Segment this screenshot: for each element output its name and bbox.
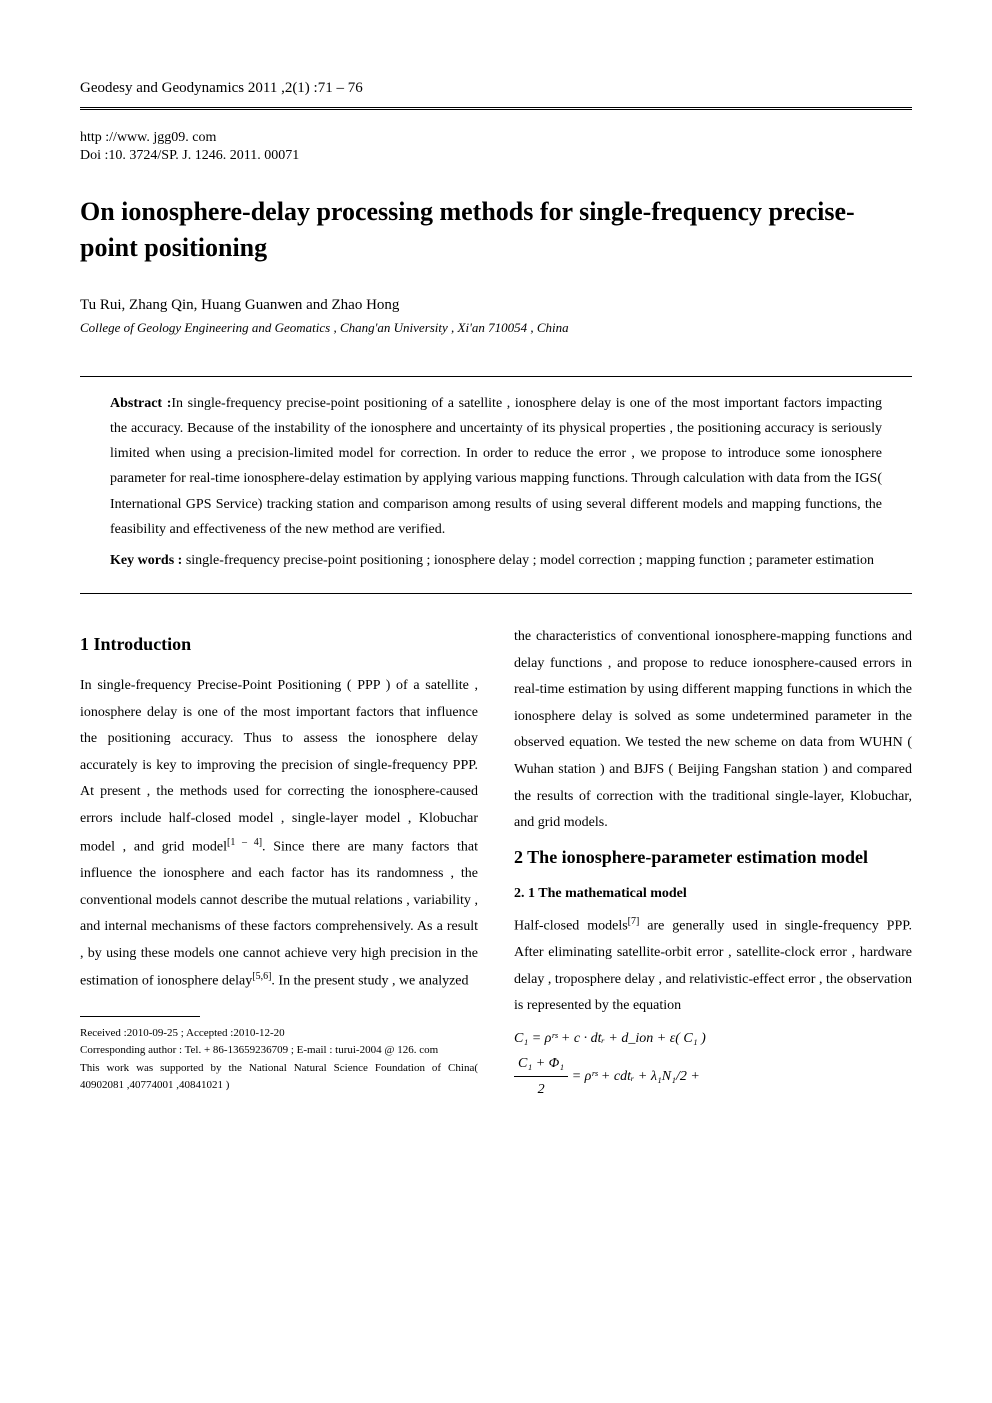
section-2-heading: 2 The ionosphere-parameter estimation mo… bbox=[514, 847, 912, 868]
equation-line-1: C₁ = ρʳˢ + c · dtᵣ + d_ion + ε( C₁ ) bbox=[514, 1026, 912, 1051]
two-column-body: 1 Introduction In single-frequency Preci… bbox=[80, 624, 912, 1102]
keywords: Key words : single-frequency precise-poi… bbox=[110, 548, 882, 573]
equation-fraction: C₁ + Φ₁ 2 bbox=[514, 1051, 568, 1102]
left-column: 1 Introduction In single-frequency Preci… bbox=[80, 624, 478, 1102]
paper-title: On ionosphere-delay processing methods f… bbox=[80, 194, 912, 267]
abstract-label: Abstract : bbox=[110, 396, 171, 411]
section-2-1-heading: 2. 1 The mathematical model bbox=[514, 886, 912, 902]
sec21-text-1: Half-closed models bbox=[514, 919, 628, 934]
journal-header: Geodesy and Geodynamics 2011 ,2(1) :71 –… bbox=[80, 80, 912, 97]
section-2-1-paragraph: Half-closed models[7] are generally used… bbox=[514, 912, 912, 1020]
fraction-denominator: 2 bbox=[514, 1077, 568, 1102]
intro-paragraph-continued: the characteristics of conventional iono… bbox=[514, 624, 912, 837]
section-1-heading: 1 Introduction bbox=[80, 634, 478, 655]
footnote-support: This work was supported by the National … bbox=[80, 1060, 478, 1095]
abstract-body: In single-frequency precise-point positi… bbox=[110, 396, 882, 537]
intro-text-2: . Since there are many factors that infl… bbox=[80, 839, 478, 989]
abstract-text: Abstract :In single-frequency precise-po… bbox=[110, 391, 882, 542]
equation-line-2: C₁ + Φ₁ 2 = ρʳˢ + cdtᵣ + λ₁N₁/2 + bbox=[514, 1051, 912, 1102]
affiliation: College of Geology Engineering and Geoma… bbox=[80, 320, 912, 336]
abstract-top-rule bbox=[80, 376, 912, 377]
citation-7: [7] bbox=[628, 916, 640, 927]
right-column: the characteristics of conventional iono… bbox=[514, 624, 912, 1102]
intro-paragraph: In single-frequency Precise-Point Positi… bbox=[80, 673, 478, 995]
equation-line-2-cont: = ρʳˢ + cdtᵣ + λ₁N₁/2 + bbox=[568, 1069, 700, 1084]
keywords-label: Key words : bbox=[110, 553, 182, 568]
abstract-bottom-rule bbox=[80, 593, 912, 594]
citation-5-6: [5,6] bbox=[252, 971, 271, 982]
keywords-body: single-frequency precise-point positioni… bbox=[186, 553, 874, 568]
footnote-corresponding: Corresponding author : Tel. + 86-1365923… bbox=[80, 1042, 478, 1060]
intro-text-1: In single-frequency Precise-Point Positi… bbox=[80, 678, 478, 854]
footnote-separator bbox=[80, 1016, 200, 1017]
citation-1-4: [1 – 4] bbox=[227, 837, 262, 848]
fraction-numerator: C₁ + Φ₁ bbox=[514, 1051, 568, 1077]
authors: Tu Rui, Zhang Qin, Huang Guanwen and Zha… bbox=[80, 297, 912, 314]
equation-block: C₁ = ρʳˢ + c · dtᵣ + d_ion + ε( C₁ ) C₁ … bbox=[514, 1026, 912, 1103]
footnote-received: Received :2010-09-25 ; Accepted :2010-12… bbox=[80, 1025, 478, 1043]
header-rule bbox=[80, 107, 912, 110]
abstract-block: Abstract :In single-frequency precise-po… bbox=[80, 391, 912, 573]
intro-text-3: . In the present study , we analyzed bbox=[271, 974, 468, 989]
url-line: http ://www. jgg09. com bbox=[80, 130, 912, 146]
doi-line: Doi :10. 3724/SP. J. 1246. 2011. 00071 bbox=[80, 148, 912, 164]
